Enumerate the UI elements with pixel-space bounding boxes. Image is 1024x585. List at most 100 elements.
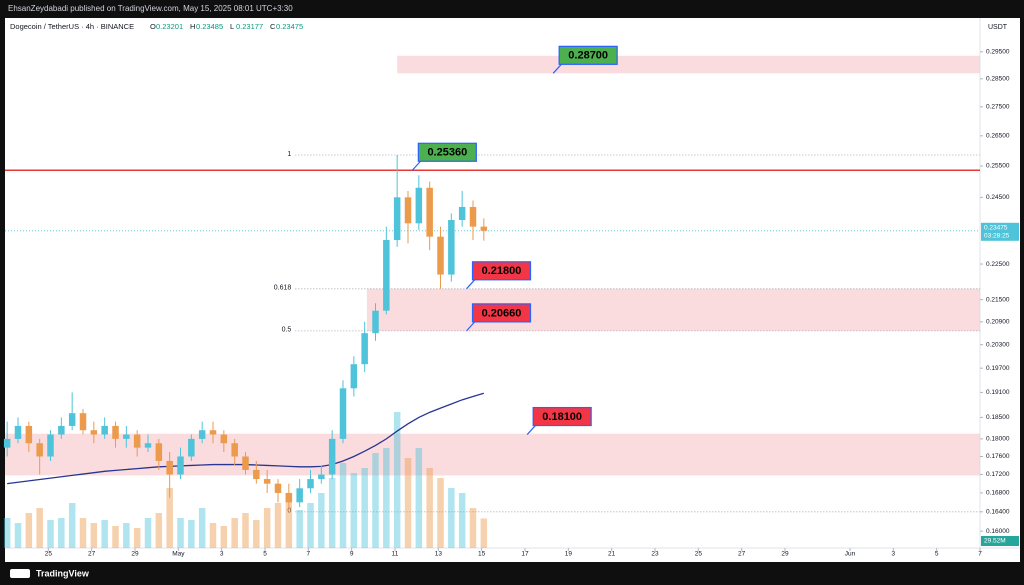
volume-bar (209, 523, 217, 548)
candle-body (448, 220, 455, 275)
volume-bar (242, 513, 249, 548)
candle-body (372, 310, 379, 334)
last-price-bg (981, 222, 1019, 241)
candle-body (242, 456, 249, 470)
y-tick-label: 0.27500 (986, 104, 1010, 111)
brand-logo (10, 569, 30, 578)
candle-body (112, 425, 119, 439)
volume-bar (361, 468, 368, 548)
candle-body (361, 333, 368, 365)
x-tick-label: 23 (651, 551, 659, 558)
x-tick-label: 11 (392, 551, 399, 558)
candle-body (144, 443, 152, 448)
candle-body (101, 425, 108, 435)
x-tick-label: 7 (978, 551, 982, 558)
volume-bar (469, 508, 477, 548)
y-tick-label: 0.28500 (986, 76, 1010, 83)
candle-body (90, 430, 98, 435)
y-tick-label: 0.29500 (986, 49, 1010, 56)
volume-bar (133, 528, 141, 548)
volume-bar (253, 520, 260, 548)
candle-body (231, 443, 238, 457)
y-tick-label: 0.17200 (986, 471, 1010, 478)
y-tick-label: 0.22500 (986, 261, 1010, 268)
volume-bar (448, 488, 455, 548)
y-tick-label: 0.16000 (986, 528, 1010, 535)
candle-body (274, 483, 282, 493)
y-tick-label: 0.18500 (986, 414, 1010, 421)
volume-bar (458, 493, 466, 548)
volume-bar (383, 448, 390, 548)
y-tick-label: 0.20300 (986, 341, 1010, 348)
candle-body (188, 438, 195, 457)
candle-body (383, 240, 390, 311)
fib-label: 0 (287, 508, 291, 515)
candle-body (133, 434, 141, 448)
callout-label: 0.18100 (542, 411, 582, 423)
ohlc-value: 0.23177 (236, 22, 263, 31)
countdown-label: 03:28:25 (984, 233, 1010, 240)
callout-box (471, 261, 532, 281)
fib-label: 1 (287, 151, 291, 158)
volume-bar (404, 458, 412, 548)
candle-body (285, 492, 293, 503)
candle-body (339, 388, 347, 439)
candle-body (58, 425, 65, 435)
x-tick-label: 21 (608, 551, 616, 558)
fib-label: 0.5 (282, 327, 292, 334)
volume-label-bg (981, 536, 1019, 546)
volume-bar (285, 498, 293, 548)
ohlc-key: C (270, 22, 276, 31)
x-tick-label: 3 (220, 551, 224, 558)
volume-bar (112, 526, 119, 548)
y-tick-label: 0.19700 (986, 365, 1010, 372)
y-tick-label: 0.20900 (986, 319, 1010, 326)
volume-label: 29.52M (984, 538, 1006, 545)
volume-bar (79, 518, 87, 548)
candle-body (14, 425, 22, 439)
candle-body (469, 206, 477, 227)
candle-body (155, 443, 163, 461)
zone (397, 55, 981, 74)
candle-body (25, 425, 33, 444)
x-tick-label: 17 (521, 551, 529, 558)
candle-body (253, 469, 260, 480)
candle-body (480, 226, 488, 231)
ohlc-value: 0.23201 (156, 22, 183, 31)
volume-bar (36, 508, 43, 548)
volume-bar (3, 518, 11, 548)
volume-bar (155, 513, 163, 548)
ohlc-value: 0.23475 (276, 22, 303, 31)
y-tick-label: 0.16400 (986, 509, 1010, 516)
x-tick-label: 5 (935, 551, 939, 558)
x-tick-label: 9 (350, 551, 354, 558)
volume-bar (123, 523, 130, 548)
volume-bar (415, 448, 423, 548)
volume-bar (90, 523, 98, 548)
candle-body (328, 438, 336, 475)
ohlc-key: L (230, 22, 234, 31)
zone (5, 433, 980, 476)
ohlc-value: 0.23485 (196, 22, 223, 31)
volume-bar (58, 518, 65, 548)
candle-body (68, 413, 76, 426)
y-tick-label: 0.18000 (986, 436, 1010, 443)
candle-body (3, 438, 11, 448)
volume-bar (220, 526, 228, 548)
candle-body (404, 197, 412, 224)
volume-bar (339, 463, 347, 548)
callout-label: 0.20660 (482, 307, 522, 319)
volume-bar (25, 513, 33, 548)
volume-bar (198, 508, 206, 548)
callout-label: 0.28700 (568, 50, 608, 62)
y-tick-label: 0.19100 (986, 389, 1010, 396)
y-tick-label: 0.25500 (986, 163, 1010, 170)
candle-body (123, 434, 130, 439)
volume-bar (307, 503, 314, 548)
x-tick-label: 25 (45, 551, 53, 558)
x-tick-label: 13 (435, 551, 443, 558)
x-tick-label: Jun (845, 551, 856, 558)
volume-bar (47, 520, 54, 548)
x-tick-label: 29 (131, 551, 139, 558)
